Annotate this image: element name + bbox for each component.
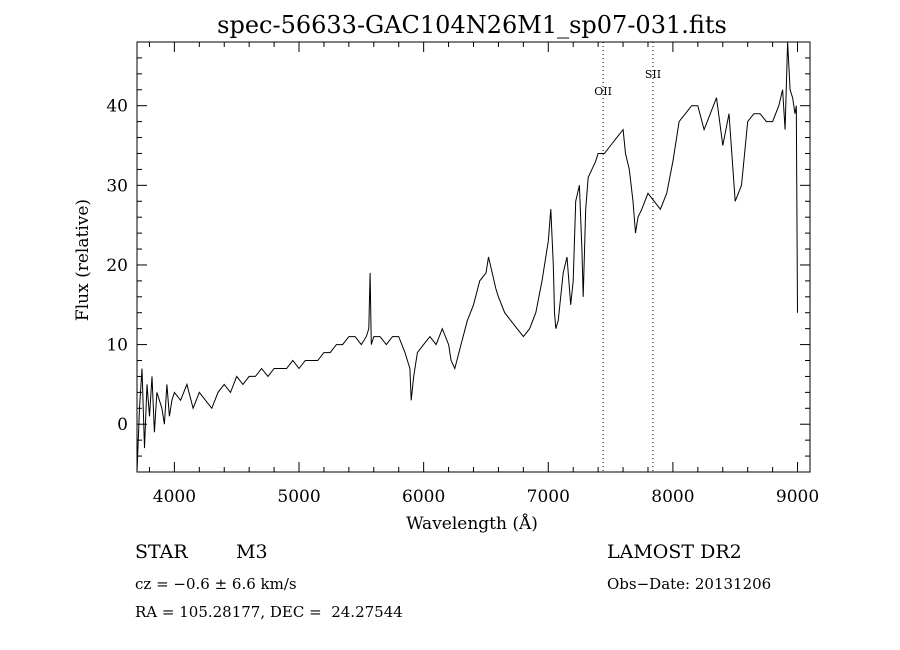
- spectral-class: M3: [236, 541, 268, 563]
- y-tick-label: 0: [117, 415, 128, 435]
- y-tick-label: 20: [106, 256, 128, 276]
- cz-value: cz = −0.6 ± 6.6 km/s: [135, 575, 297, 593]
- y-tick-label: 30: [106, 176, 128, 196]
- chart-title: spec-56633-GAC104N26M1_sp07-031.fits: [217, 11, 727, 39]
- plot-frame: [136, 41, 811, 473]
- y-tick-label: 10: [106, 336, 128, 356]
- survey-label: LAMOST DR2: [607, 541, 742, 563]
- line-markers: OII SII: [594, 42, 661, 472]
- obs-date: Obs−Date: 20131206: [607, 575, 772, 593]
- x-tick-label: 4000: [153, 487, 196, 507]
- spectrum-line: [136, 41, 798, 473]
- coordinates: RA = 105.28177, DEC = 24.27544: [135, 603, 403, 621]
- axis-ticks: [137, 42, 810, 472]
- x-axis-label: Wavelength (Å): [406, 513, 538, 534]
- x-tick-label: 6000: [402, 487, 445, 507]
- line-marker-label: SII: [645, 68, 661, 81]
- y-axis-label: Flux (relative): [73, 199, 93, 321]
- x-tick-label: 7000: [527, 487, 570, 507]
- star-label: STAR: [135, 541, 188, 563]
- x-tick-label: 8000: [651, 487, 694, 507]
- line-marker-label: OII: [594, 85, 612, 98]
- y-tick-labels: 0 10 20 30 40: [106, 97, 128, 436]
- y-tick-label: 40: [106, 97, 128, 117]
- x-tick-label: 5000: [277, 487, 320, 507]
- x-tick-labels: 4000 5000 6000 7000 8000 9000: [153, 487, 819, 507]
- x-tick-label: 9000: [776, 487, 819, 507]
